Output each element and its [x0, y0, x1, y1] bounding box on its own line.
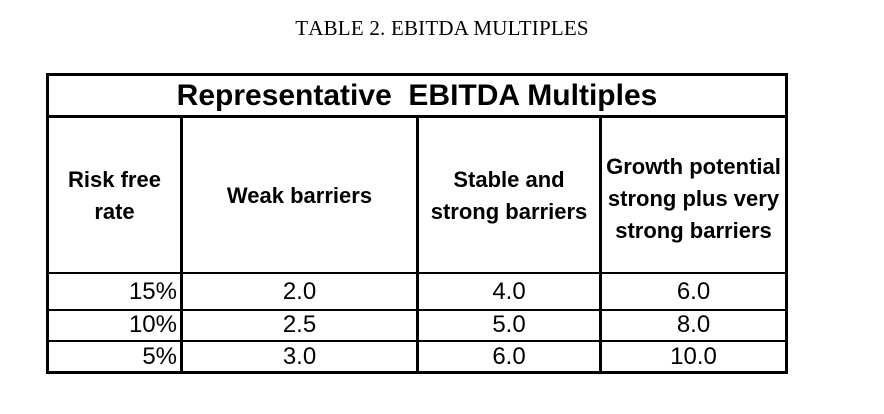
header-growth-potential: Growth potential strong plus very strong… [606, 153, 781, 243]
table-cell: 10.0 [670, 342, 717, 370]
column-divider [599, 118, 602, 371]
table-cell: 6.0 [492, 342, 526, 370]
column-divider [416, 118, 419, 371]
table-cell: 4.0 [492, 277, 526, 305]
header-risk-free-rate: Risk free rate [68, 166, 161, 224]
table-caption: TABLE 2. EBITDA MULTIPLES [295, 16, 589, 40]
ebitda-table: Representative EBITDA Multiples Risk fre… [46, 73, 788, 374]
table-cell: 6.0 [676, 277, 711, 305]
row-divider [49, 272, 785, 274]
row-divider [49, 340, 785, 342]
table-cell-rate: 10% [128, 310, 177, 338]
table-cell: 2.5 [282, 310, 317, 338]
table-cell: 5.0 [492, 310, 526, 338]
header-stable-strong-barriers: Stable and strong barriers [430, 166, 588, 224]
table-cell: 3.0 [282, 342, 317, 370]
column-divider [180, 118, 183, 371]
header-weak-barriers: Weak barriers [226, 182, 373, 208]
table-cell-rate: 5% [142, 342, 177, 370]
table-cell: 2.0 [282, 277, 317, 305]
row-divider [49, 309, 785, 311]
table-title: Representative EBITDA Multiples [49, 76, 785, 118]
table-cell-rate: 15% [128, 277, 177, 305]
table-cell: 8.0 [676, 310, 711, 338]
